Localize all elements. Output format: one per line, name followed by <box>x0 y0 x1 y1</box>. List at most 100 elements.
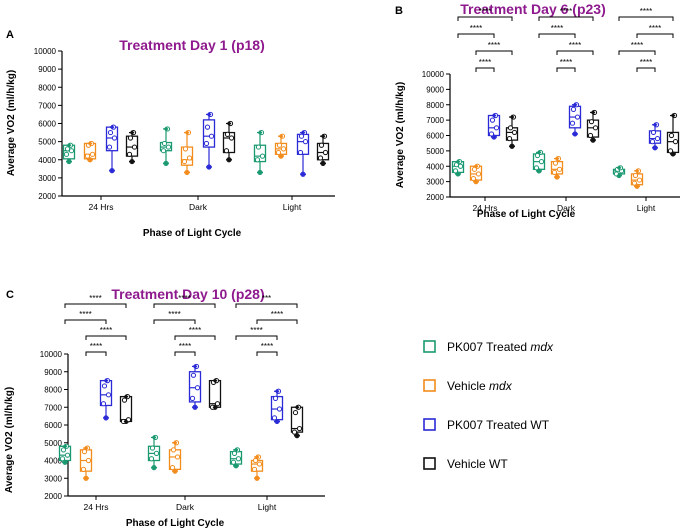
panel-c-box-1-0 <box>79 445 93 481</box>
data-point <box>190 372 197 378</box>
data-point-min <box>109 168 115 174</box>
panel-a-box-3-1 <box>222 120 236 163</box>
panel-a-box-2-0 <box>105 124 119 174</box>
panel-b-box-0-1 <box>532 149 546 174</box>
data-point-min <box>473 179 479 185</box>
panel-a-y-tick-label: 7000 <box>38 101 56 110</box>
data-point-min <box>184 170 190 175</box>
panel-c-sig-bracket: *** <box>235 294 298 308</box>
data-point <box>276 142 283 148</box>
data-point <box>280 146 287 152</box>
data-point-max <box>300 130 306 135</box>
panel-b-sig-bracket: **** <box>457 24 495 38</box>
panel-c-y-tick-label: 7000 <box>44 403 62 412</box>
sig-bracket-line <box>556 67 576 72</box>
data-point-min <box>590 137 596 143</box>
sig-label: **** <box>90 342 102 351</box>
data-point-max <box>129 130 135 135</box>
data-point-max <box>491 113 497 118</box>
data-point <box>63 151 70 157</box>
data-point <box>489 117 496 123</box>
sig-bracket-line <box>457 16 513 21</box>
data-point <box>592 125 599 131</box>
panel-b-x-axis-title: Phase of Light Cycle <box>477 209 576 220</box>
data-point <box>111 135 118 141</box>
panel-b-y-tick-label: 9000 <box>426 85 444 94</box>
panel-a-y-tick-label: 8000 <box>38 83 56 92</box>
data-point <box>453 162 460 168</box>
panel-label-b: B <box>395 5 403 17</box>
sig-bracket-line <box>64 319 107 324</box>
sig-bracket-line <box>64 303 127 308</box>
data-point-min <box>62 459 68 465</box>
panel-c-sig-bracket: **** <box>174 342 196 356</box>
data-point <box>186 155 193 161</box>
sig-bracket-line <box>235 335 278 340</box>
data-point-max <box>172 440 178 446</box>
data-point-min <box>274 419 280 424</box>
data-point-min <box>320 160 326 166</box>
panel-c-x-tick-label: Light <box>258 502 277 512</box>
data-point-min <box>212 404 218 410</box>
panel-c-title: Treatment Day 10 (p28) <box>111 286 264 302</box>
panel-a-y-tick-label: 4000 <box>38 156 56 165</box>
data-point-min <box>87 157 93 163</box>
panel-b-y-tick-label: 7000 <box>426 116 444 125</box>
panel-b-sig-bracket: **** <box>538 7 594 21</box>
panel-a-y-tick-label: 2000 <box>38 192 56 201</box>
data-point-max <box>212 378 218 384</box>
sig-bracket-line <box>475 67 495 72</box>
data-point <box>493 125 500 131</box>
sig-bracket-line <box>174 335 216 340</box>
sig-bracket-line <box>636 67 656 72</box>
sig-label: **** <box>631 41 643 50</box>
data-point <box>302 139 309 145</box>
data-point <box>256 461 263 467</box>
data-point <box>60 447 67 453</box>
data-point <box>322 149 329 156</box>
panel-c-box-1-1 <box>168 440 182 474</box>
data-point-max <box>206 112 212 117</box>
sig-label: **** <box>479 7 491 16</box>
panel-c-sig-bracket: **** <box>174 326 216 340</box>
sig-bracket-line <box>457 33 495 38</box>
data-point <box>101 383 108 389</box>
panel-c-sig-bracket: **** <box>153 310 196 324</box>
legend-item: PK007 Treated WT <box>423 418 550 432</box>
panel-a-x-axis-title: Phase of Light Cycle <box>143 228 242 239</box>
data-point <box>318 142 325 148</box>
panel-b-box-0-2 <box>612 165 626 179</box>
data-point <box>254 157 261 163</box>
sig-bracket-line <box>174 351 196 356</box>
data-point <box>507 125 514 131</box>
box-iqr <box>188 371 202 403</box>
box-iqr <box>202 119 216 148</box>
panel-b-box-1-0 <box>469 163 483 185</box>
data-point <box>636 177 643 183</box>
sig-bracket-line <box>636 33 674 38</box>
panel-c-sig-bracket: **** <box>153 294 216 308</box>
panel-b-sig-bracket: **** <box>618 7 674 21</box>
data-point-min <box>455 171 461 177</box>
panel-b-y-tick-label: 5000 <box>426 147 444 156</box>
panel-b-sig-bracket: **** <box>538 24 576 38</box>
panel-c-y-tick-label: 6000 <box>44 421 62 430</box>
panel-b-box-3-1 <box>586 109 600 143</box>
data-point-max <box>109 124 115 130</box>
sig-bracket-line <box>618 50 656 55</box>
panel-a-y-tick-label: 5000 <box>38 138 56 147</box>
panel-a-box-0-1 <box>159 126 173 166</box>
data-point <box>181 158 188 165</box>
data-point-min <box>206 164 212 170</box>
panel-c-sig-bracket: **** <box>85 326 127 340</box>
panel-a-y-axis-title: Average VO2 (ml/h/kg) <box>6 70 17 176</box>
data-point <box>298 133 305 139</box>
data-point <box>64 146 71 152</box>
sig-label: **** <box>261 342 273 351</box>
legend-swatch <box>423 379 436 392</box>
data-point <box>533 165 540 171</box>
data-point-min <box>616 173 622 178</box>
data-point-min <box>192 404 198 410</box>
data-point-max <box>616 165 622 171</box>
